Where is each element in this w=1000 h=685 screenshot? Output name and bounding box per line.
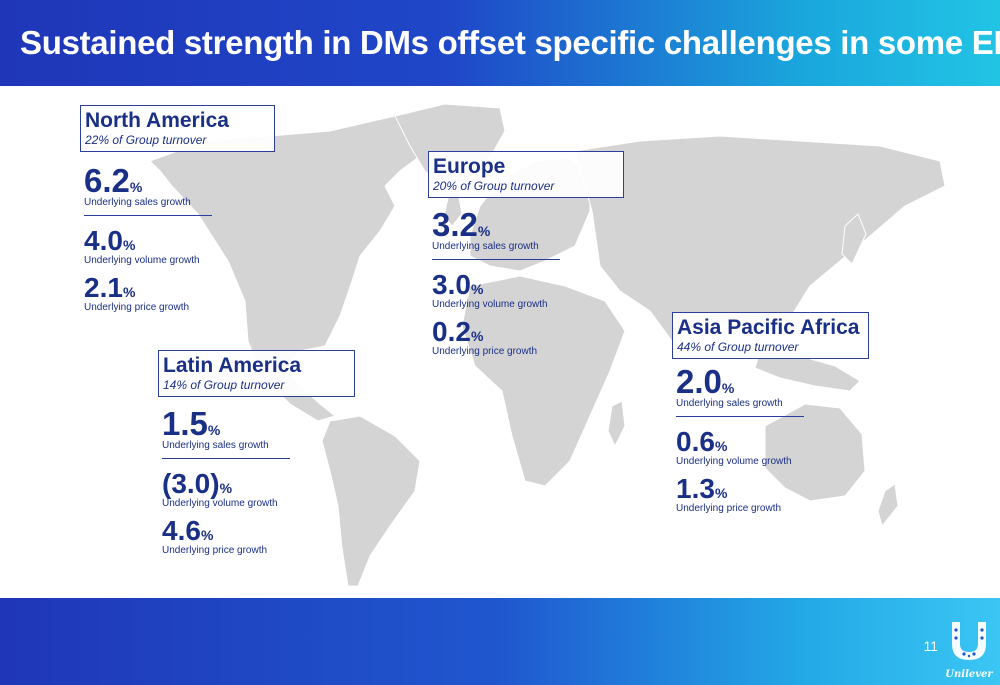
metric-label: Underlying sales growth	[162, 440, 269, 451]
region-name: Latin America	[163, 354, 302, 377]
world-map	[149, 103, 946, 587]
metric-label: Underlying price growth	[84, 302, 190, 313]
region-share: 14% of Group turnover	[163, 378, 285, 392]
metric-volume-growth: (3.0)% Underlying volume growth	[162, 469, 358, 510]
metric-unit: %	[122, 284, 136, 300]
page-number: 11	[923, 638, 938, 654]
metric-unit: %	[714, 485, 728, 501]
divider	[432, 259, 560, 260]
metric-value: 2.0	[676, 363, 722, 400]
metric-unit: %	[470, 328, 484, 344]
metric-volume-growth: 0.6% Underlying volume growth	[676, 427, 882, 468]
metric-volume-growth: 3.0% Underlying volume growth	[432, 270, 628, 311]
map-australia	[764, 403, 866, 502]
region-share: 20% of Group turnover	[433, 179, 555, 193]
header-banner: Sustained strength in DMs offset specifi…	[0, 0, 1000, 86]
metric-unit: %	[721, 380, 735, 396]
metric-unit: %	[219, 480, 233, 496]
region-header: Europe 20% of Group turnover	[428, 151, 624, 198]
region-share: 44% of Group turnover	[677, 340, 799, 354]
metric-unit: %	[122, 237, 136, 253]
metric-value: 4.6	[162, 515, 201, 546]
metric-label: Underlying volume growth	[84, 255, 200, 266]
region-europe: Europe 20% of Group turnover 3.2% Underl…	[428, 151, 628, 358]
region-name: North America	[85, 109, 229, 132]
metric-price-growth: 1.3% Underlying price growth	[676, 474, 882, 515]
footer-banner: 11 Unilever	[0, 598, 1000, 685]
metric-sales-growth: 1.5% Underlying sales growth	[162, 407, 358, 452]
metric-label: Underlying price growth	[432, 346, 538, 357]
metric-price-growth: 2.1% Underlying price growth	[84, 273, 280, 314]
divider	[84, 215, 212, 216]
metric-value: 3.2	[432, 206, 478, 243]
region-asia-pacific-africa: Asia Pacific Africa 44% of Group turnove…	[672, 312, 882, 515]
region-header: North America 22% of Group turnover	[80, 105, 275, 152]
unilever-u-icon	[952, 622, 986, 660]
map-africa	[461, 275, 626, 487]
region-north-america: North America 22% of Group turnover 6.2%…	[80, 105, 280, 314]
region-header: Asia Pacific Africa 44% of Group turnove…	[672, 312, 869, 359]
unilever-logo: Unilever	[944, 618, 994, 680]
metric-label: Underlying sales growth	[432, 241, 539, 252]
map-south-america	[321, 415, 421, 587]
metric-value: (3.0)	[162, 468, 220, 499]
metric-value: 0.6	[676, 426, 715, 457]
region-header: Latin America 14% of Group turnover	[158, 350, 355, 397]
logo-wordmark: Unilever	[945, 669, 993, 680]
metric-unit: %	[470, 281, 484, 297]
metric-sales-growth: 6.2% Underlying sales growth	[84, 164, 280, 209]
metric-label: Underlying price growth	[676, 503, 782, 514]
metric-volume-growth: 4.0% Underlying volume growth	[84, 226, 280, 267]
metric-price-growth: 4.6% Underlying price growth	[162, 516, 358, 557]
map-se-asia	[754, 350, 861, 392]
metric-value: 3.0	[432, 269, 471, 300]
map-madagascar	[607, 400, 626, 448]
region-latin-america: Latin America 14% of Group turnover 1.5%…	[158, 350, 358, 557]
metric-label: Underlying price growth	[162, 545, 268, 556]
metric-label: Underlying volume growth	[676, 456, 792, 467]
region-share: 22% of Group turnover	[85, 133, 207, 147]
region-name: Europe	[433, 155, 506, 178]
metric-unit: %	[200, 527, 214, 543]
metric-price-growth: 0.2% Underlying price growth	[432, 317, 628, 358]
divider	[162, 458, 290, 459]
slide-title: Sustained strength in DMs offset specifi…	[20, 24, 1000, 61]
metric-label: Underlying sales growth	[676, 398, 783, 409]
metric-value: 6.2	[84, 162, 130, 199]
metric-unit: %	[714, 438, 728, 454]
metric-value: 0.2	[432, 316, 471, 347]
metric-value: 1.5	[162, 405, 208, 442]
metric-value: 1.3	[676, 473, 715, 504]
map-japan	[841, 213, 867, 265]
metric-unit: %	[477, 223, 491, 239]
metric-sales-growth: 2.0% Underlying sales growth	[676, 365, 882, 410]
map-new-zealand	[877, 483, 899, 528]
metric-unit: %	[129, 179, 143, 195]
region-name: Asia Pacific Africa	[677, 316, 860, 339]
map-asia	[574, 135, 946, 342]
metric-label: Underlying volume growth	[162, 498, 278, 509]
metric-sales-growth: 3.2% Underlying sales growth	[432, 208, 628, 253]
metric-value: 2.1	[84, 272, 123, 303]
metric-value: 4.0	[84, 225, 123, 256]
metric-unit: %	[207, 422, 221, 438]
metric-label: Underlying volume growth	[432, 299, 548, 310]
divider	[676, 416, 804, 417]
metric-label: Underlying sales growth	[84, 197, 191, 208]
